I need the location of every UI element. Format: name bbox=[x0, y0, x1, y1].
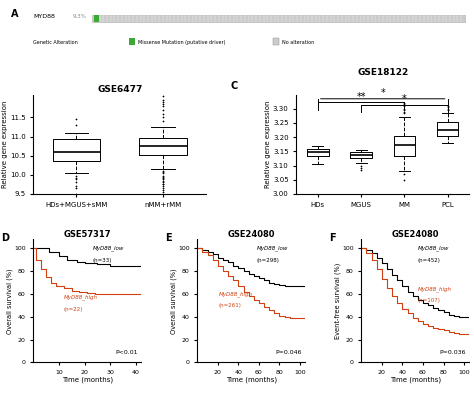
Text: Missense Mutation (putative driver): Missense Mutation (putative driver) bbox=[138, 40, 225, 45]
Text: MYD88: MYD88 bbox=[33, 15, 55, 19]
Title: GSE18122: GSE18122 bbox=[357, 68, 409, 77]
Text: (n=298): (n=298) bbox=[256, 258, 280, 263]
Text: P=0.046: P=0.046 bbox=[275, 350, 302, 355]
Text: 9.3%: 9.3% bbox=[73, 15, 86, 19]
Text: MyD88_high: MyD88_high bbox=[418, 286, 451, 292]
Text: Genetic Alteration: Genetic Alteration bbox=[33, 40, 78, 45]
Y-axis label: Overall survival (%): Overall survival (%) bbox=[170, 268, 177, 334]
Title: GSE24080: GSE24080 bbox=[228, 230, 275, 238]
Text: D: D bbox=[1, 233, 9, 243]
Y-axis label: Relative gene expression: Relative gene expression bbox=[2, 101, 9, 188]
Text: MyD88_high: MyD88_high bbox=[219, 291, 253, 297]
Text: (n=107): (n=107) bbox=[418, 298, 440, 303]
Text: (n=22): (n=22) bbox=[64, 307, 83, 312]
Title: GSE57317: GSE57317 bbox=[64, 230, 111, 238]
Text: C: C bbox=[230, 81, 237, 91]
Bar bbox=[273, 38, 279, 45]
Y-axis label: Event-free survival (%): Event-free survival (%) bbox=[334, 263, 341, 339]
Bar bbox=[94, 15, 99, 23]
Text: **: ** bbox=[356, 91, 366, 102]
Bar bbox=[129, 38, 135, 45]
Text: *: * bbox=[402, 95, 407, 105]
Text: *: * bbox=[380, 88, 385, 98]
Text: A: A bbox=[11, 9, 19, 19]
X-axis label: Time (months): Time (months) bbox=[226, 376, 277, 383]
Text: F: F bbox=[329, 233, 336, 243]
Title: GSE6477: GSE6477 bbox=[97, 85, 142, 94]
Bar bbox=[92, 15, 465, 23]
X-axis label: Time (months): Time (months) bbox=[62, 376, 113, 383]
X-axis label: Time (months): Time (months) bbox=[390, 376, 441, 383]
Text: P=0.036: P=0.036 bbox=[439, 350, 466, 355]
Text: MyD88_low: MyD88_low bbox=[92, 246, 124, 251]
Text: No alteration: No alteration bbox=[282, 40, 314, 45]
Text: P<0.01: P<0.01 bbox=[115, 350, 138, 355]
Text: (n=452): (n=452) bbox=[418, 258, 440, 263]
Text: MyD88_low: MyD88_low bbox=[418, 246, 449, 251]
Y-axis label: Overall survival (%): Overall survival (%) bbox=[6, 268, 12, 334]
Text: E: E bbox=[165, 233, 172, 243]
Y-axis label: Relative gene expression: Relative gene expression bbox=[265, 101, 272, 188]
Text: MyD88_low: MyD88_low bbox=[256, 246, 288, 251]
Title: GSE24080: GSE24080 bbox=[392, 230, 439, 238]
Text: MyD88_high: MyD88_high bbox=[64, 295, 97, 301]
Text: (n=33): (n=33) bbox=[92, 258, 112, 263]
Text: (n=261): (n=261) bbox=[219, 303, 242, 308]
